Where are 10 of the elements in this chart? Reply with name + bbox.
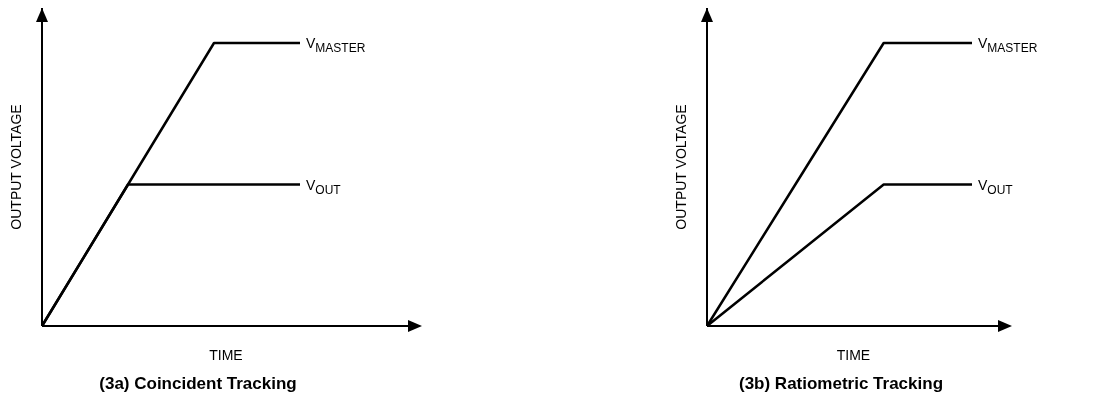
series-label: V$_{MASTER}$ — [978, 35, 1038, 55]
text: (3b) Ratiometric Tracking — [737, 374, 945, 394]
series-label: V$_{MASTER}$ — [306, 35, 366, 55]
series-label: V$_{OUT}$ — [978, 176, 1014, 197]
text: (3a) Coincident Tracking — [98, 374, 298, 394]
x-axis-title: TIME — [836, 347, 871, 363]
x-axis-title: TIME — [209, 347, 243, 363]
series-label: V$_{OUT}$ — [306, 176, 342, 197]
y-axis-title: OUTPUT VOLTAGE — [672, 104, 689, 230]
y-axis-title: OUTPUT VOLTAGE — [7, 104, 24, 230]
